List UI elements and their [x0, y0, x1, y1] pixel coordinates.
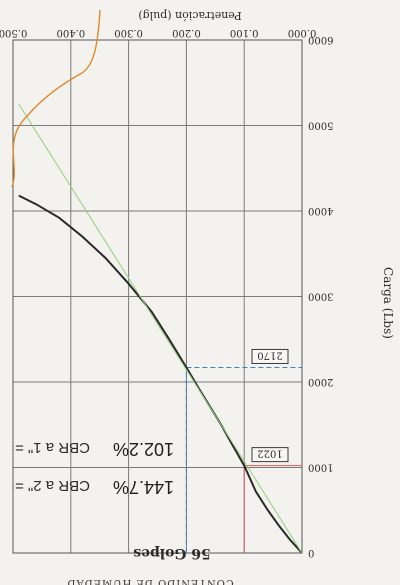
plot-frame	[12, 39, 303, 554]
y-axis-label: Carga (Lbs)	[381, 267, 395, 339]
x-tick-label: 0.200	[172, 27, 201, 38]
chart-title: 56 Golpes	[133, 545, 211, 561]
annotation-label: 1022	[257, 448, 282, 459]
cbr-2-label: CBR a 2" =	[15, 477, 90, 494]
cbr-1-label: CBR a 1" =	[15, 439, 90, 456]
annotation-frame	[251, 447, 289, 463]
x-tick-label: 0.300	[114, 27, 143, 38]
cbr-2-value: 144.7%	[113, 477, 174, 497]
x-axis-label: Penetración (pulg)	[138, 9, 241, 22]
load-penetration-curve	[18, 194, 303, 554]
annotation-frame	[251, 348, 289, 364]
linear-reference-line	[18, 103, 303, 554]
cbr-results: CBR a 2" = 144.7% CBR a 1" = 102.2%	[15, 439, 174, 497]
annotation-box: 2170	[251, 348, 289, 364]
grid	[12, 39, 303, 554]
cbr-1-value: 102.2%	[113, 439, 174, 459]
annotation-box: 1022	[251, 447, 289, 463]
hand-drawn-marker	[11, 9, 101, 188]
y-tick-label: 3000	[308, 291, 333, 302]
x-tick-label: 0.100	[230, 27, 259, 38]
x-tick-label: 0.400	[56, 27, 85, 38]
reference-lines	[185, 366, 302, 553]
annotations: 1022 2170	[251, 348, 289, 463]
tick-labels: 0.000 0.100 0.200 0.300 0.400 0.500 0 1000 2000 3…	[0, 27, 333, 558]
y-tick-label: 0	[308, 547, 314, 558]
annotation-label: 2170	[257, 349, 282, 360]
y-tick-label: 5000	[308, 120, 333, 131]
footer-text: CONTENIDO DE HUMEDAD	[66, 577, 233, 585]
y-tick-label: 2000	[308, 376, 333, 387]
y-tick-label: 6000	[308, 34, 333, 45]
y-tick-label: 4000	[308, 205, 333, 216]
y-tick-label: 1000	[308, 462, 333, 473]
x-tick-label: 0.500	[0, 27, 27, 38]
x-tick-label: 0.000	[288, 27, 317, 38]
series-layer	[18, 103, 303, 554]
